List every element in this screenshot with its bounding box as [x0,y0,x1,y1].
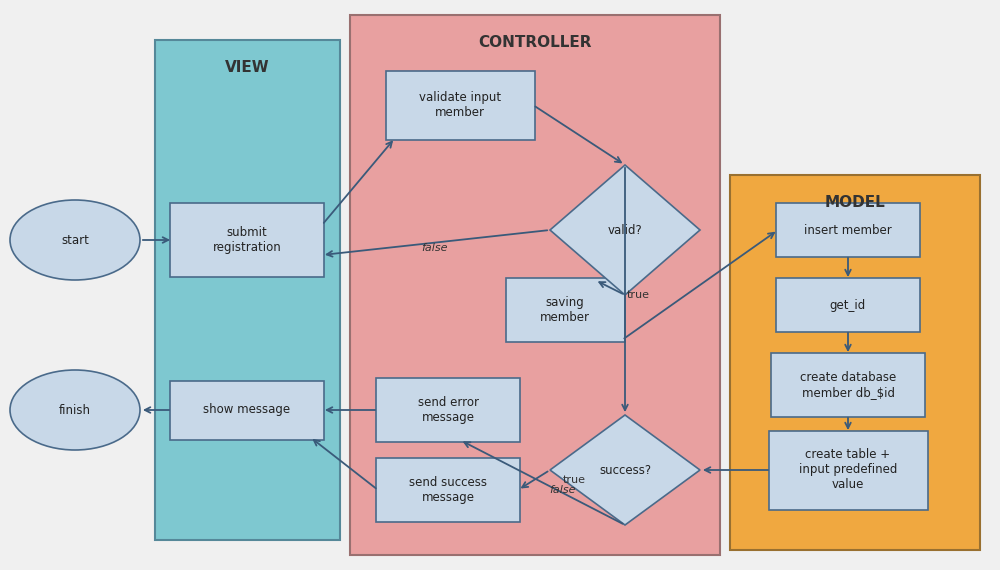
FancyBboxPatch shape [376,458,520,522]
FancyBboxPatch shape [170,203,324,277]
Text: false: false [550,485,576,495]
Text: VIEW: VIEW [225,60,269,75]
Text: false: false [422,243,448,253]
Text: true: true [562,475,586,485]
Text: insert member: insert member [804,223,892,237]
FancyBboxPatch shape [768,430,928,510]
Text: valid?: valid? [608,223,642,237]
FancyBboxPatch shape [730,175,980,550]
FancyBboxPatch shape [776,278,920,332]
Text: show message: show message [203,404,291,417]
Text: CONTROLLER: CONTROLLER [478,35,592,50]
Ellipse shape [10,370,140,450]
FancyBboxPatch shape [170,381,324,439]
Text: saving
member: saving member [540,296,590,324]
Text: MODEL: MODEL [825,195,885,210]
FancyBboxPatch shape [155,40,340,540]
FancyBboxPatch shape [350,15,720,555]
Text: start: start [61,234,89,246]
FancyBboxPatch shape [776,203,920,257]
Polygon shape [550,415,700,525]
Polygon shape [550,165,700,295]
FancyBboxPatch shape [386,71,534,140]
Ellipse shape [10,200,140,280]
Text: submit
registration: submit registration [213,226,281,254]
Text: create database
member db_$id: create database member db_$id [800,371,896,399]
Text: success?: success? [599,463,651,477]
Text: create table +
input predefined
value: create table + input predefined value [799,449,897,491]
Text: send error
message: send error message [418,396,479,424]
Text: get_id: get_id [830,299,866,311]
Text: validate input
member: validate input member [419,91,501,119]
Text: finish: finish [59,404,91,417]
FancyBboxPatch shape [771,353,925,417]
FancyBboxPatch shape [506,278,624,342]
Text: send success
message: send success message [409,476,487,504]
Text: true: true [626,290,650,300]
FancyBboxPatch shape [376,378,520,442]
